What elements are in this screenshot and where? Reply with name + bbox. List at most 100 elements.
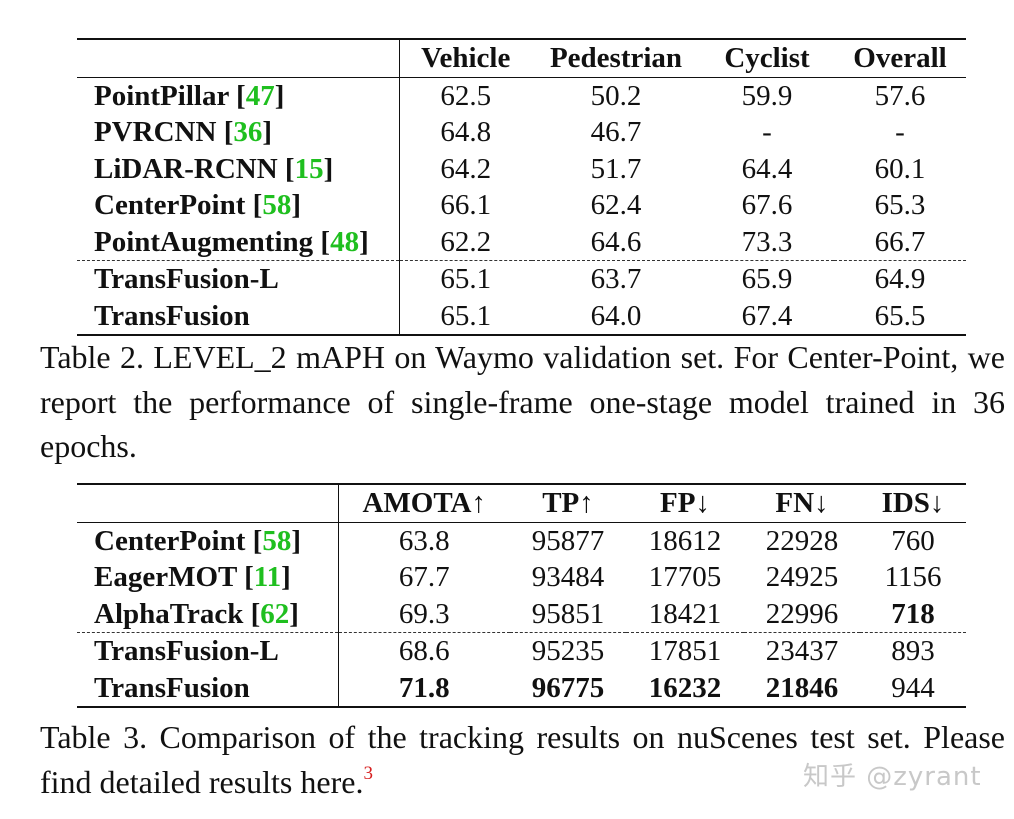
pedestrian-value: 63.7 bbox=[532, 260, 700, 298]
cyclist-value: 59.9 bbox=[741, 79, 793, 112]
table-3-header-row: AMOTA↑ TP↑ FP↓ FN↓ IDS↓ bbox=[77, 484, 966, 522]
citation-link[interactable]: 47 bbox=[245, 79, 275, 112]
table-3-header-tp: TP↑ bbox=[542, 487, 594, 519]
vehicle-value: 65.1 bbox=[440, 299, 492, 332]
method-label: CenterPoint bbox=[94, 189, 246, 221]
citation-link[interactable]: 58 bbox=[262, 189, 292, 221]
citation-link[interactable]: 15 bbox=[294, 152, 324, 185]
table-2-header-overall: Overall bbox=[853, 42, 947, 74]
vehicle-value: 66.1 bbox=[440, 189, 492, 221]
table-row: TransFusion-L 65.1 63.7 65.9 64.9 bbox=[77, 260, 966, 298]
watermark: 知乎 @zyrant bbox=[803, 762, 982, 792]
fp-value: 16232 bbox=[648, 671, 722, 704]
table-2-header-pedestrian: Pedestrian bbox=[549, 42, 683, 74]
tp-value: 95877 bbox=[531, 524, 605, 557]
method-label: AlphaTrack bbox=[94, 597, 244, 630]
vehicle-value: 62.5 bbox=[440, 79, 492, 112]
cyclist-value: 67.4 bbox=[741, 299, 793, 332]
table-3-header-amota: AMOTA↑ bbox=[362, 487, 486, 519]
method-name: PointAugmenting [48] bbox=[77, 223, 400, 261]
citation-link[interactable]: 58 bbox=[262, 524, 292, 557]
table-3-caption-text: Table 3. Comparison of the tracking resu… bbox=[40, 719, 1005, 800]
table-3-header-fn: FN↓ bbox=[775, 487, 829, 519]
method-label: LiDAR-RCNN bbox=[94, 152, 278, 185]
table-3-caption: Table 3. Comparison of the tracking resu… bbox=[40, 715, 1005, 804]
table-3-header-method bbox=[77, 484, 339, 522]
method-name: AlphaTrack [62] bbox=[77, 595, 339, 633]
fn-value: 22928 bbox=[765, 524, 839, 557]
pedestrian-value: 46.7 bbox=[590, 116, 642, 148]
method-name: LiDAR-RCNN [15] bbox=[77, 150, 400, 187]
vehicle-value: 62.2 bbox=[440, 225, 492, 258]
table-2-header-row: Vehicle Pedestrian Cyclist Overall bbox=[77, 39, 966, 77]
method-name: CenterPoint [58] bbox=[77, 522, 339, 559]
tp-value: 95851 bbox=[531, 597, 605, 630]
table-row: EagerMOT [11] 67.7 93484 17705 24925 115… bbox=[77, 559, 966, 596]
overall-value: - bbox=[895, 116, 905, 148]
overall-value: 64.9 bbox=[834, 260, 966, 298]
table-2-caption: Table 2. LEVEL_2 mAPH on Waymo validatio… bbox=[40, 339, 1005, 464]
ids-value: 944 bbox=[891, 671, 935, 704]
pedestrian-value: 64.0 bbox=[590, 299, 642, 332]
amota-value: 68.6 bbox=[338, 632, 510, 670]
method-label: CenterPoint bbox=[94, 524, 246, 557]
method-label: PointPillar bbox=[94, 79, 229, 112]
table-row: CenterPoint [58] 66.1 62.4 67.6 65.3 bbox=[77, 187, 966, 224]
vehicle-value: 64.2 bbox=[440, 152, 492, 185]
amota-value: 69.3 bbox=[398, 597, 450, 630]
citation-link[interactable]: 11 bbox=[253, 561, 282, 593]
table-row: PVRCNN [36] 64.8 46.7 - - bbox=[77, 114, 966, 151]
vehicle-value: 65.1 bbox=[399, 260, 532, 298]
ids-value: 1156 bbox=[884, 561, 942, 593]
method-name: PointPillar [47] bbox=[77, 77, 400, 114]
ids-value: 718 bbox=[891, 597, 935, 630]
overall-value: 60.1 bbox=[874, 152, 926, 185]
method-name: PVRCNN [36] bbox=[77, 114, 400, 151]
table-row: PointAugmenting [48] 62.2 64.6 73.3 66.7 bbox=[77, 223, 966, 261]
overall-value: 65.5 bbox=[874, 299, 926, 332]
fp-value: 18421 bbox=[648, 597, 722, 630]
ids-value: 760 bbox=[891, 524, 935, 557]
overall-value: 66.7 bbox=[874, 225, 926, 258]
citation-link[interactable]: 48 bbox=[330, 225, 360, 258]
method-label: PVRCNN bbox=[94, 116, 217, 148]
ids-value: 893 bbox=[860, 632, 966, 670]
cyclist-value: - bbox=[762, 116, 772, 148]
fp-value: 18612 bbox=[648, 524, 722, 557]
table-3-header-fp: FP↓ bbox=[660, 487, 710, 519]
footnote-link[interactable]: 3 bbox=[363, 762, 373, 784]
table-3: AMOTA↑ TP↑ FP↓ FN↓ IDS↓ CenterPoint [58]… bbox=[77, 483, 966, 708]
cyclist-value: 64.4 bbox=[741, 152, 793, 185]
method-name: TransFusion bbox=[77, 669, 339, 707]
table-2-header-method bbox=[77, 39, 400, 77]
table-3-header-ids: IDS↓ bbox=[881, 487, 945, 519]
fp-value: 17705 bbox=[648, 561, 722, 593]
table-row: CenterPoint [58] 63.8 95877 18612 22928 … bbox=[77, 522, 966, 559]
table-2-header-vehicle: Vehicle bbox=[421, 42, 511, 74]
fn-value: 21846 bbox=[765, 671, 839, 704]
cyclist-value: 67.6 bbox=[741, 189, 793, 221]
method-label: EagerMOT bbox=[94, 561, 237, 593]
overall-value: 57.6 bbox=[874, 79, 926, 112]
pedestrian-value: 51.7 bbox=[590, 152, 642, 185]
cyclist-value: 73.3 bbox=[741, 225, 793, 258]
fn-value: 23437 bbox=[744, 632, 860, 670]
vehicle-value: 64.8 bbox=[440, 116, 492, 148]
method-name: TransFusion-L bbox=[77, 260, 400, 298]
method-name: EagerMOT [11] bbox=[77, 559, 339, 596]
table-row: PointPillar [47] 62.5 50.2 59.9 57.6 bbox=[77, 77, 966, 114]
overall-value: 65.3 bbox=[874, 189, 926, 221]
table-2-header-cyclist: Cyclist bbox=[724, 42, 810, 74]
table-2: Vehicle Pedestrian Cyclist Overall Point… bbox=[77, 38, 966, 336]
amota-value: 67.7 bbox=[398, 561, 450, 593]
table-row: TransFusion 71.8 96775 16232 21846 944 bbox=[77, 669, 966, 707]
pedestrian-value: 62.4 bbox=[590, 189, 642, 221]
method-name: TransFusion-L bbox=[77, 632, 339, 670]
table-row: LiDAR-RCNN [15] 64.2 51.7 64.4 60.1 bbox=[77, 150, 966, 187]
table-row: TransFusion 65.1 64.0 67.4 65.5 bbox=[77, 297, 966, 335]
citation-link[interactable]: 36 bbox=[233, 116, 263, 148]
pedestrian-value: 64.6 bbox=[590, 225, 642, 258]
pedestrian-value: 50.2 bbox=[590, 79, 642, 112]
citation-link[interactable]: 62 bbox=[260, 597, 290, 630]
method-name: CenterPoint [58] bbox=[77, 187, 400, 224]
